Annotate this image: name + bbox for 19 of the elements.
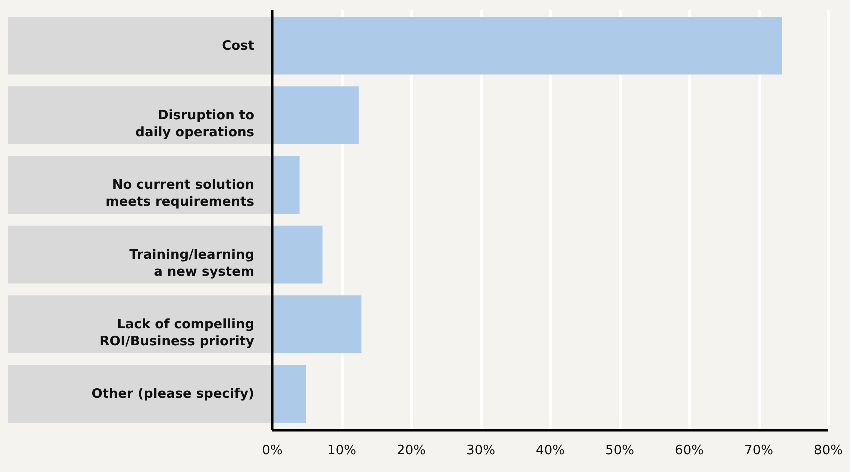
bar — [272, 226, 323, 284]
bar — [272, 365, 306, 424]
bar — [272, 156, 300, 214]
x-tick-label: 70% — [744, 444, 774, 458]
x-tick-label: 30% — [466, 444, 496, 458]
y-tick-label: Cost — [222, 38, 254, 54]
x-tick-label: 60% — [675, 444, 704, 458]
y-tick-label: No current solution meets requirements — [106, 178, 255, 210]
x-tick-label: 40% — [536, 444, 565, 458]
y-tick-label: Other (please specify) — [92, 387, 254, 402]
x-tick-label: 80% — [814, 444, 843, 458]
y-tick-label: Disruption to daily operations — [136, 108, 255, 141]
x-tick-label: 10% — [328, 444, 356, 458]
x-tick-label: 0% — [262, 444, 283, 458]
y-tick-label: Lack of compelling ROI/Business priority — [100, 317, 256, 350]
x-tick-label: 50% — [606, 444, 634, 458]
x-tick-label: 20% — [397, 444, 426, 458]
y-tick-label: Training/learning a new system — [130, 248, 254, 280]
bar — [272, 86, 359, 144]
